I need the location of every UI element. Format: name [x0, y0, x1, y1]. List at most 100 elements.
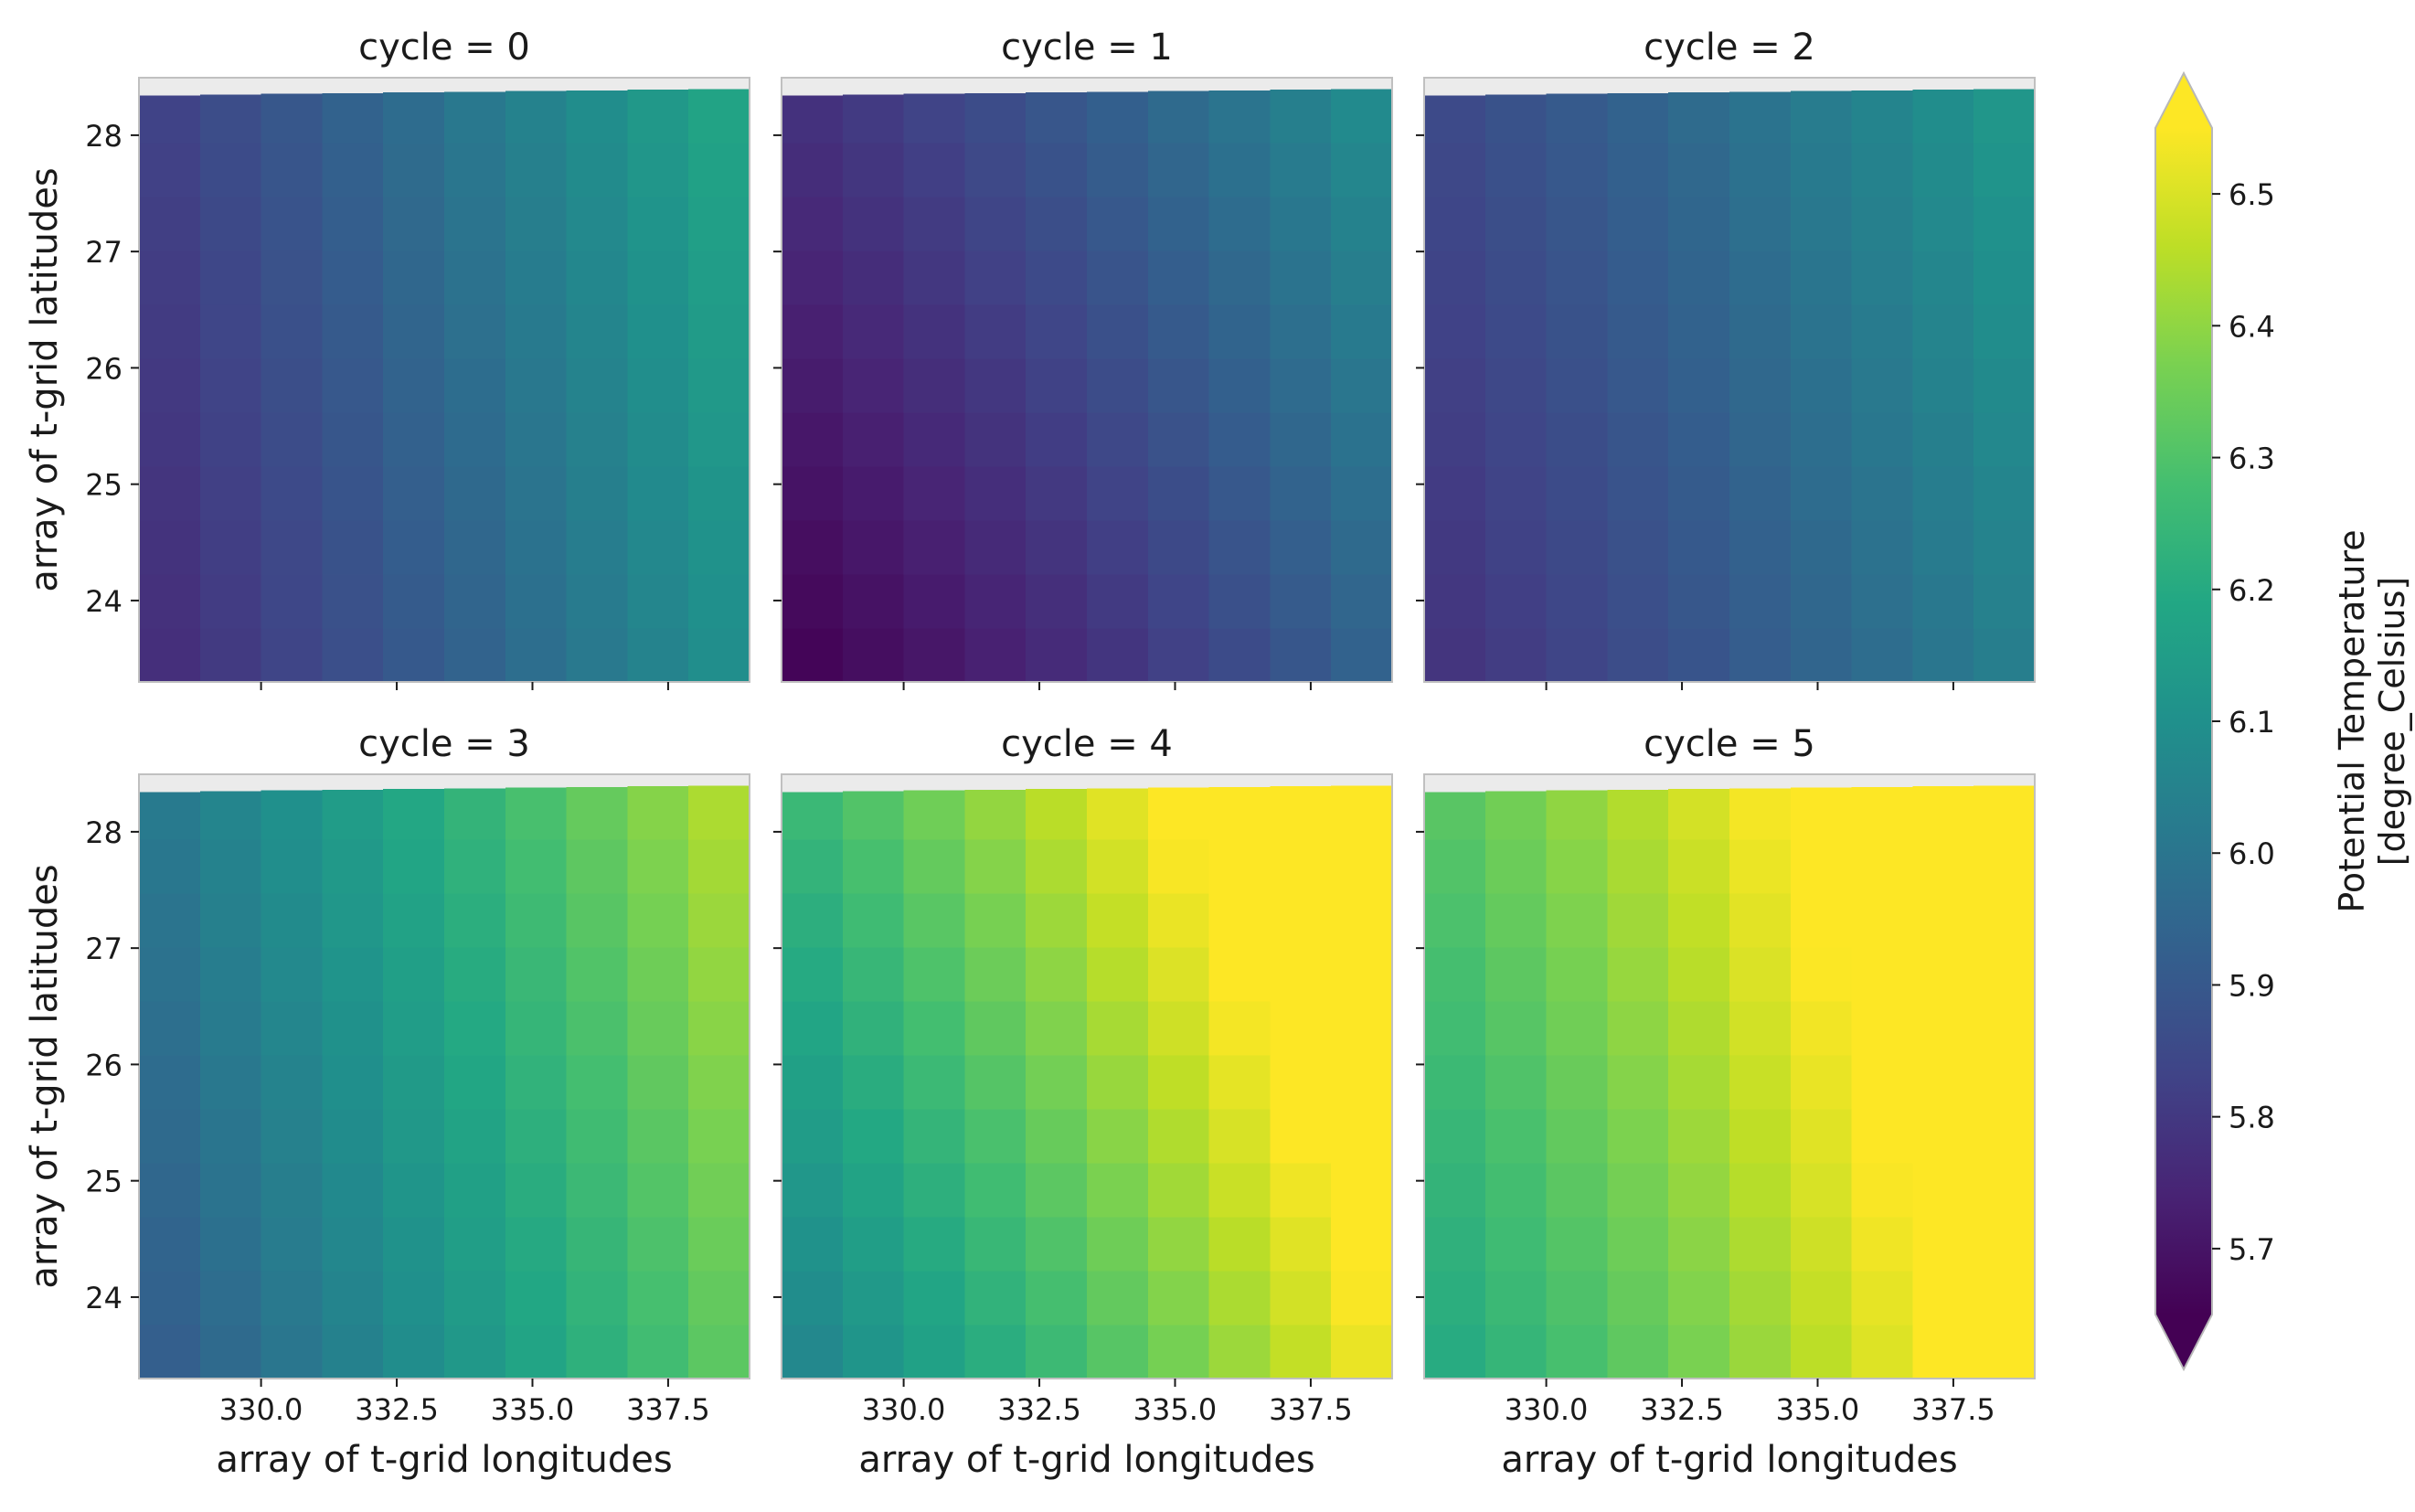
- heatmap-cell: [688, 412, 750, 467]
- heatmap-cell: [1208, 412, 1271, 467]
- heatmap-cell: [964, 1217, 1027, 1272]
- heatmap-cell: [1607, 1217, 1669, 1272]
- heatmap-cell: [1026, 1217, 1088, 1272]
- heatmap-cell: [1270, 574, 1332, 629]
- x-tick-label: 337.5: [1269, 1392, 1353, 1427]
- heatmap-cell: [199, 1109, 262, 1164]
- heatmap-cell: [139, 792, 201, 840]
- heatmap-cell: [1729, 628, 1792, 683]
- heatmap-cell: [383, 1325, 445, 1379]
- heatmap-cell: [1790, 628, 1853, 683]
- axes-frame: [781, 773, 1393, 1379]
- heatmap-cell: [1912, 1217, 1974, 1272]
- heatmap-cell: [627, 520, 689, 575]
- heatmap-cell: [322, 197, 384, 251]
- heatmap-cell: [505, 466, 568, 521]
- heatmap-cell: [1484, 1055, 1548, 1110]
- heatmap-cell: [444, 304, 506, 359]
- heatmap-cell: [1790, 1325, 1853, 1379]
- heatmap-cell: [1484, 574, 1548, 629]
- heatmap-cell: [566, 1271, 628, 1326]
- y-tick-label: 26: [85, 1048, 122, 1082]
- heatmap-cell: [903, 520, 965, 575]
- heatmap-cell: [1147, 1055, 1210, 1110]
- heatmap-cell: [566, 1001, 628, 1056]
- heatmap-cell: [1331, 466, 1393, 521]
- heatmap-cell: [1912, 574, 1974, 629]
- heatmap-cell: [627, 1217, 689, 1272]
- heatmap-cell: [383, 143, 445, 197]
- heatmap-cell: [1484, 250, 1548, 305]
- heatmap-cell: [1607, 250, 1669, 305]
- heatmap-cell: [139, 893, 201, 948]
- heatmap-cell: [1147, 466, 1210, 521]
- heatmap-cell: [1026, 947, 1088, 1002]
- heatmap-cell: [964, 197, 1027, 251]
- heatmap-cell: [1851, 839, 1913, 894]
- heatmap-cell: [1973, 89, 2036, 144]
- heatmap-cell: [383, 789, 445, 840]
- heatmap-cell: [1026, 1109, 1088, 1164]
- heatmap-cell: [1147, 1271, 1210, 1326]
- heatmap-cell: [903, 947, 965, 1002]
- heatmap-cell: [261, 790, 323, 840]
- heatmap-cell: [505, 304, 568, 359]
- heatmap-cell: [1147, 947, 1210, 1002]
- heatmap-cell: [1912, 197, 1974, 251]
- heatmap-cell: [1790, 787, 1853, 840]
- heatmap-cell: [1912, 143, 1974, 197]
- heatmap-cell: [1087, 839, 1149, 894]
- heatmap-cell: [964, 1001, 1027, 1056]
- heatmap-cell: [782, 1109, 844, 1164]
- panel-cycle-2: cycle = 2: [1416, 27, 2036, 690]
- heatmap-cell: [842, 893, 905, 948]
- heatmap-cell: [1729, 91, 1792, 144]
- heatmap-cell: [1331, 1217, 1393, 1272]
- heatmap-cell: [444, 143, 506, 197]
- heatmap-cell: [1424, 947, 1486, 1002]
- heatmap-cell: [1026, 304, 1088, 359]
- heatmap-cell: [1729, 304, 1792, 359]
- heatmap-cell: [199, 1001, 262, 1056]
- y-tick-label: 28: [85, 119, 122, 154]
- heatmap-cell: [688, 1055, 750, 1110]
- heatmap-cell: [782, 947, 844, 1002]
- heatmap-cell: [964, 1271, 1027, 1326]
- heatmap-cell: [688, 1325, 750, 1379]
- heatmap-cell: [322, 790, 384, 840]
- heatmap-cell: [1607, 1109, 1669, 1164]
- heatmap-cell: [1147, 1001, 1210, 1056]
- heatmap-cell: [261, 93, 323, 144]
- heatmap-cell: [842, 628, 905, 683]
- colorbar-tick-label: 5.8: [2229, 1101, 2275, 1135]
- heatmap-cell: [688, 304, 750, 359]
- heatmap-cell: [1851, 412, 1913, 467]
- colorbar-label: Potential Temperature[degree_Celsius]: [2332, 529, 2412, 912]
- heatmap-cell: [1790, 1271, 1853, 1326]
- heatmap-cell: [1270, 250, 1332, 305]
- heatmap-cell: [1087, 1055, 1149, 1110]
- heatmap-cell: [444, 358, 506, 413]
- heatmap-cell: [1912, 250, 1974, 305]
- heatmap-cell: [505, 143, 568, 197]
- x-tick-label: 332.5: [355, 1392, 439, 1427]
- heatmap-cell: [1851, 1325, 1913, 1379]
- heatmap-cell: [1270, 90, 1332, 144]
- heatmap-cell: [627, 839, 689, 894]
- heatmap-cell: [1546, 412, 1608, 467]
- heatmap-cell: [1912, 358, 1974, 413]
- panel-title: cycle = 1: [1001, 27, 1173, 69]
- heatmap-cell: [1729, 893, 1792, 948]
- heatmap-cell: [1270, 628, 1332, 683]
- heatmap-cell: [322, 412, 384, 467]
- heatmap-cell: [842, 304, 905, 359]
- heatmap-cell: [1026, 1163, 1088, 1218]
- heatmap-cell: [688, 785, 750, 840]
- heatmap-cell: [1208, 893, 1271, 948]
- heatmap-cell: [964, 574, 1027, 629]
- colorbar-tick-label: 6.0: [2229, 836, 2275, 871]
- panel-cycle-3: cycle = 3 24 25 26 27 28 330.0 332.5 335.0 337.5 a…: [24, 723, 750, 1481]
- y-tick-label: 26: [85, 351, 122, 386]
- heatmap-cell: [566, 1217, 628, 1272]
- heatmap-cell: [1424, 839, 1486, 894]
